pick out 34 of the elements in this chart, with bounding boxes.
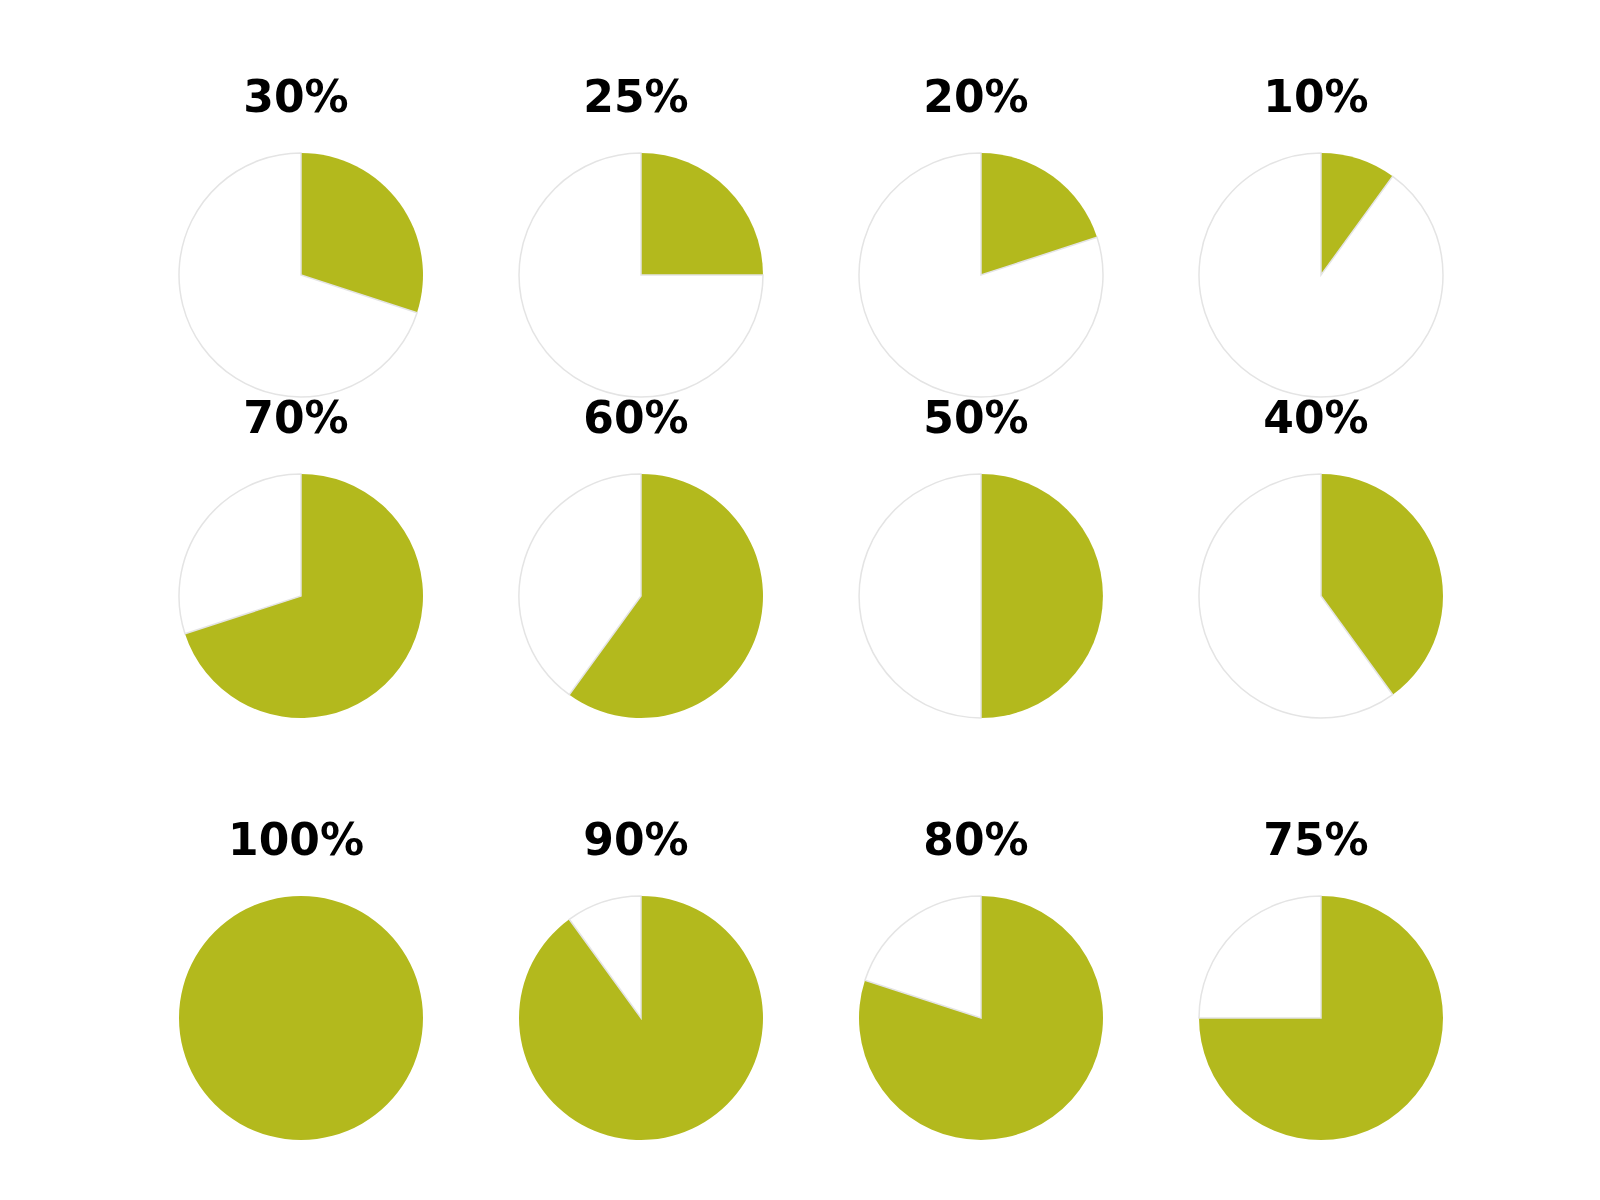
pie-slice — [1198, 152, 1444, 398]
pie-slice — [981, 474, 1103, 718]
pie-slice — [858, 152, 1104, 398]
chart-title: 90% — [582, 814, 690, 865]
pie-slice — [518, 473, 642, 696]
pie-slice — [858, 473, 982, 719]
chart-title: 80% — [922, 814, 1030, 865]
chart-title: 70% — [242, 392, 350, 443]
chart-title: 75% — [1262, 814, 1370, 865]
pie-slice — [1198, 895, 1322, 1019]
pie-slice — [859, 896, 1103, 1140]
pie-slice — [519, 896, 763, 1140]
pie-slice — [1199, 896, 1443, 1140]
pie-slice — [184, 474, 423, 718]
pie-slice — [178, 152, 418, 398]
pie-slice — [981, 153, 1098, 275]
pie-slice — [1321, 153, 1393, 275]
chart-title: 20% — [922, 71, 1030, 122]
pie-slice — [864, 895, 982, 1019]
pie-slice — [641, 153, 763, 275]
chart-title: 100% — [227, 814, 365, 865]
pie-slice — [178, 473, 302, 635]
pie-slice — [569, 474, 763, 718]
chart-title: 30% — [242, 71, 350, 122]
pie-slice — [518, 152, 764, 398]
pie-slice — [568, 895, 642, 1019]
chart-title: 50% — [922, 392, 1030, 443]
chart-title: 25% — [582, 71, 690, 122]
pie-slice — [301, 153, 423, 313]
chart-title: 40% — [1262, 392, 1370, 443]
pie-slice — [1198, 473, 1394, 719]
chart-title: 60% — [582, 392, 690, 443]
pie-slice — [1321, 474, 1443, 695]
chart-title: 10% — [1262, 71, 1370, 122]
